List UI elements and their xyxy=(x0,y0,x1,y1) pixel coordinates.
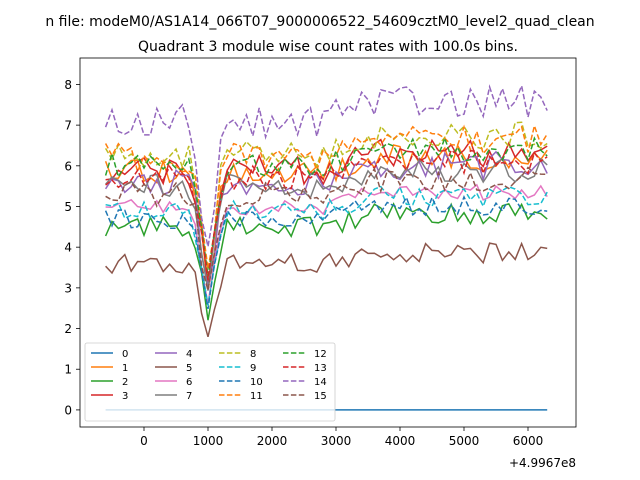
x-tick-label: 5000 xyxy=(449,434,480,448)
legend-label-15: 15 xyxy=(314,391,327,402)
legend-label-5: 5 xyxy=(186,363,192,374)
x-tick-label: 3000 xyxy=(321,434,352,448)
series-layer xyxy=(104,83,548,411)
x-tick-label: 4000 xyxy=(385,434,416,448)
legend-label-6: 6 xyxy=(186,377,192,388)
legend-label-0: 0 xyxy=(122,349,128,360)
series-line-7 xyxy=(105,157,548,291)
series-line-2 xyxy=(104,202,548,321)
legend-label-3: 3 xyxy=(122,391,128,402)
series-line-10 xyxy=(104,194,548,310)
x-tick-label: 2000 xyxy=(257,434,288,448)
y-tick-label: 8 xyxy=(64,78,72,92)
series-line-9 xyxy=(105,185,548,306)
series-line-5 xyxy=(105,241,548,337)
x-tick-label: 6000 xyxy=(513,434,544,448)
y-tick-label: 6 xyxy=(64,159,72,173)
legend-label-9: 9 xyxy=(250,363,256,374)
legend-label-10: 10 xyxy=(250,377,263,388)
legend-label-12: 12 xyxy=(314,349,327,360)
legend-label-8: 8 xyxy=(250,349,256,360)
x-tick-label: 0 xyxy=(140,434,148,448)
y-tick-label: 4 xyxy=(64,241,72,255)
y-tick-label: 7 xyxy=(64,119,72,133)
series-line-15 xyxy=(105,166,548,291)
chart-suptitle: n file: modeM0/AS1A14_066T07_9000006522_… xyxy=(45,14,594,30)
legend-box xyxy=(84,342,336,422)
x-axis: 0 1000 2000 3000 4000 5000 6000 xyxy=(140,427,543,448)
chart-title: Quadrant 3 module wise count rates with … xyxy=(138,39,518,55)
legend-label-4: 4 xyxy=(186,349,192,360)
series-line-14 xyxy=(104,83,548,247)
series-line-13 xyxy=(105,149,548,281)
legend-label-14: 14 xyxy=(314,377,327,388)
legend-label-1: 1 xyxy=(122,363,128,374)
plot-frame xyxy=(79,57,577,428)
y-tick-label: 2 xyxy=(64,322,72,336)
x-offset-label: +4.9967e8 xyxy=(509,456,576,470)
y-tick-label: 5 xyxy=(64,200,72,214)
legend-label-11: 11 xyxy=(250,391,263,402)
y-tick-label: 0 xyxy=(64,403,72,417)
legend-label-7: 7 xyxy=(186,391,192,402)
y-tick-label: 1 xyxy=(64,363,72,377)
y-axis: 0 1 2 3 4 5 6 7 8 xyxy=(64,78,80,417)
legend-label-13: 13 xyxy=(314,363,327,374)
x-tick-label: 1000 xyxy=(193,434,224,448)
legend-label-2: 2 xyxy=(122,377,128,388)
y-tick-label: 3 xyxy=(64,281,72,295)
